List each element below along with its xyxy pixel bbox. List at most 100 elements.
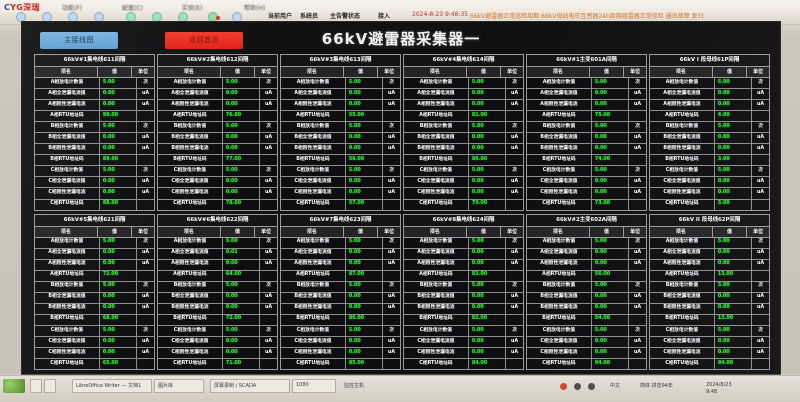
table-row: C相RTU地址码 73.00 (527, 199, 646, 210)
row-unit: 次 (143, 123, 148, 129)
row-unit: uA (634, 250, 642, 256)
toolbar-icon-2[interactable] (42, 12, 52, 22)
table-row: B相全泄漏电流值 0.00 uA (404, 133, 523, 145)
row-unit (629, 315, 646, 325)
taskbar-window-1[interactable] (72, 379, 152, 393)
tray-record-icon[interactable] (560, 383, 567, 390)
table-row: A相阻性泄漏电流 0.00 uA (527, 100, 646, 112)
taskbar-quicklaunch-2[interactable] (44, 379, 56, 393)
table-row: A相全泄漏电流值 0.00 uA (158, 89, 277, 101)
row-value: 0.00 (346, 133, 384, 144)
row-label: B相阻性泄漏电流 (158, 303, 223, 314)
row-label: A相放电计数值 (404, 237, 469, 248)
row-value: 0.00 (100, 177, 138, 188)
table-body: A相放电计数值 5.00 次 A相全泄漏电流值 0.00 uA A相阻性泄漏电流 0.00 uA… (404, 78, 523, 210)
table-row: A相放电计数值 5.00 次 (158, 78, 277, 90)
row-label: B相RTU地址码 (281, 155, 346, 166)
column-header: 单位 (630, 228, 641, 235)
row-unit (383, 359, 400, 369)
table-body: A相放电计数值 5.00 次 A相全泄漏电流值 0.00 uA A相阻性泄漏电流 0.00 uA… (404, 237, 523, 370)
row-label: A相阻性泄漏电流 (158, 259, 223, 270)
tray-network-icon[interactable] (574, 383, 581, 390)
row-value: 5.00 (715, 78, 753, 89)
row-label: C相全泄漏电流值 (527, 177, 592, 188)
row-label: B相全泄漏电流值 (527, 292, 592, 303)
taskbar-quicklaunch-1[interactable] (30, 379, 42, 393)
row-label: A相RTU地址码 (281, 270, 346, 281)
toolbar-icon-3[interactable] (68, 12, 78, 22)
column-header: 项名 (35, 226, 98, 237)
row-value: 5.00 (346, 122, 384, 133)
row-value: 0.00 (715, 336, 753, 347)
row-unit: uA (757, 305, 765, 311)
row-value: 0.00 (100, 89, 138, 100)
row-label: B相RTU地址码 (35, 314, 100, 325)
toolbar-icon-5[interactable] (126, 12, 136, 22)
menu-config[interactable]: 配置(C) (122, 5, 143, 12)
row-unit: uA (388, 338, 396, 344)
row-value: 5.00 (223, 78, 261, 89)
row-value: 0.00 (469, 347, 507, 359)
start-button[interactable] (3, 379, 25, 393)
row-label: C相全泄漏电流值 (650, 177, 715, 188)
row-unit: uA (634, 338, 642, 344)
taskbar-window-2[interactable] (154, 379, 204, 393)
table-header-row: 项名值单位 (527, 226, 646, 238)
row-unit: uA (757, 179, 765, 185)
table-header-row: 项名值单位 (35, 67, 154, 78)
row-unit: uA (634, 305, 642, 311)
row-label: C相阻性泄漏电流 (650, 188, 715, 199)
row-label: A相RTU地址码 (158, 111, 223, 122)
main-diagram-button[interactable]: 主接线图 (40, 32, 118, 49)
row-value: 85.00 (346, 359, 384, 370)
row-value: 0.00 (100, 347, 138, 359)
row-value: 94.00 (715, 359, 753, 370)
table-row: A相阻性泄漏电流 0.00 uA (404, 259, 523, 271)
row-value: 5.00 (223, 325, 261, 336)
row-label: B相全泄漏电流值 (281, 133, 346, 144)
return-home-button[interactable]: 返回首页 (165, 32, 244, 49)
menu-help[interactable]: 帮助(H) (244, 5, 266, 12)
tray-volume-icon[interactable] (588, 383, 595, 390)
table-row: B相阻性泄漏电流 0.00 uA (281, 144, 400, 156)
row-label: A相RTU地址码 (404, 270, 469, 281)
row-label: A相RTU地址码 (35, 111, 100, 122)
table-row: B相放电计数值 5.00 次 (527, 122, 646, 134)
row-label: C相放电计数值 (281, 166, 346, 177)
table-row: C相放电计数值 5.00 次 (527, 166, 646, 178)
measurement-panel: 66kV#7集电线623间隔 项名值单位 A相放电计数值 5.00 次 A相全泄漏电流值 0… (280, 213, 401, 370)
row-unit: 次 (635, 283, 640, 289)
row-value: 5.00 (223, 281, 261, 292)
tray-ime-name[interactable]: 简体 拼音94年 (640, 383, 673, 389)
row-label: A相放电计数值 (158, 78, 223, 89)
menu-experiment[interactable]: 实验(E) (182, 5, 203, 12)
row-unit (137, 155, 154, 165)
row-value: 0.00 (346, 248, 384, 259)
toolbar-icon-4[interactable] (94, 12, 104, 22)
row-label: B相RTU地址码 (35, 155, 100, 166)
menu-function[interactable]: 功能(F) (62, 5, 83, 12)
table-row: A相RTU地址码 75.00 (527, 111, 646, 123)
table-row: A相全泄漏电流值 0.00 uA (35, 89, 154, 101)
taskbar-window-4[interactable] (292, 379, 336, 393)
table-body: A相放电计数值 5.00 次 A相全泄漏电流值 0.00 uA A相阻性泄漏电流 0.00 uA… (281, 78, 400, 210)
toolbar-icon-1[interactable] (16, 12, 26, 22)
row-value: 72.00 (223, 314, 261, 325)
row-unit: uA (142, 179, 150, 185)
table-row: C相阻性泄漏电流 0.00 uA (404, 188, 523, 200)
row-value: 0.00 (469, 177, 507, 188)
table-row: B相全泄漏电流值 0.00 uA (158, 292, 277, 304)
row-unit: uA (634, 134, 642, 140)
tray-ime-mode[interactable]: 中文 (610, 383, 621, 389)
toolbar-icon-6[interactable] (152, 12, 162, 22)
table-header-row: 项名值单位 (158, 67, 277, 78)
toolbar-icon-7[interactable] (178, 12, 188, 22)
row-value: 0.00 (223, 336, 261, 347)
table-row: C相全泄漏电流值 0.00 uA (281, 336, 400, 348)
row-label: A相全泄漏电流值 (281, 248, 346, 259)
toolbar-icon-9[interactable] (232, 12, 242, 22)
table-row: A相全泄漏电流值 0.00 uA (281, 89, 400, 101)
row-label: A相放电计数值 (650, 78, 715, 89)
taskbar-window-3[interactable] (210, 379, 290, 393)
row-unit: uA (142, 305, 150, 311)
